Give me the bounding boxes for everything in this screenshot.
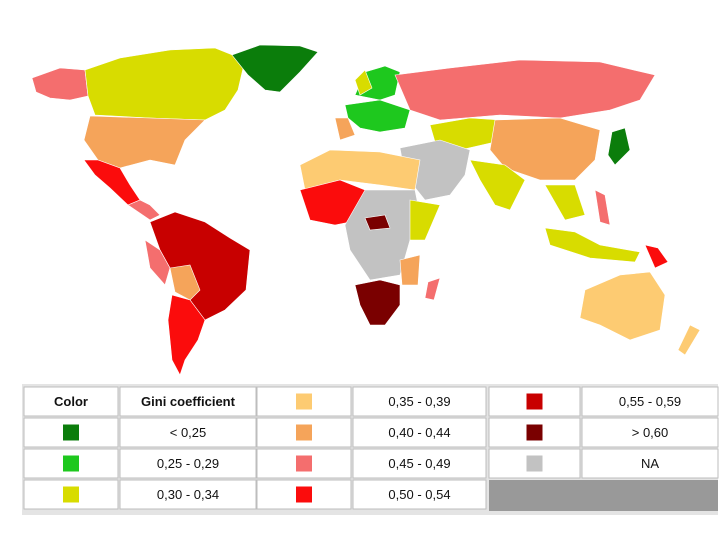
region [344, 189, 421, 281]
cell [352, 417, 487, 448]
region [144, 239, 171, 286]
region [644, 244, 669, 269]
region [344, 99, 411, 133]
range-label: 0,25 - 0,29 [157, 456, 219, 471]
region [677, 324, 701, 356]
swatch [526, 393, 543, 410]
region [489, 117, 601, 181]
header-range: Gini coefficient [141, 394, 236, 409]
region [83, 159, 141, 206]
region [354, 279, 401, 326]
cell [581, 417, 719, 448]
swatch [296, 486, 312, 503]
region [167, 294, 206, 376]
swatch [526, 424, 543, 441]
swatch [526, 455, 543, 472]
region [469, 159, 526, 211]
region [424, 277, 441, 301]
region [83, 115, 206, 169]
region [364, 214, 391, 231]
region [334, 117, 356, 141]
cell [581, 386, 719, 417]
swatch [296, 393, 312, 410]
cell [119, 417, 257, 448]
cell [488, 417, 581, 448]
region [394, 59, 656, 121]
cell [581, 448, 719, 479]
range-label: 0,50 - 0,54 [388, 487, 450, 502]
swatch [296, 455, 312, 472]
region [579, 271, 666, 341]
region [399, 254, 421, 286]
range-label: 0,30 - 0,34 [157, 487, 219, 502]
header-color: Color [54, 394, 88, 409]
cell [352, 479, 487, 510]
region [607, 127, 631, 166]
region [31, 67, 89, 101]
swatch [63, 424, 79, 441]
cell [119, 386, 257, 417]
swatch [63, 486, 79, 503]
cell [352, 386, 487, 417]
region [544, 227, 641, 263]
region [231, 44, 319, 93]
region [127, 199, 161, 221]
cell [119, 479, 257, 510]
region [409, 199, 441, 241]
swatch [296, 424, 312, 441]
region [544, 184, 586, 221]
region [84, 47, 246, 121]
swatch [63, 455, 79, 472]
empty-cell [489, 480, 718, 511]
world-map [31, 44, 701, 376]
range-label: 0,45 - 0,49 [388, 456, 450, 471]
range-label: > 0,60 [632, 425, 669, 440]
cell [119, 448, 257, 479]
range-label: NA [641, 456, 659, 471]
cell [352, 448, 487, 479]
range-label: < 0,25 [170, 425, 207, 440]
region [169, 264, 201, 301]
legend: Color Gini coefficient < 0,25 0,25 - 0,29 0,… [22, 384, 719, 515]
region [354, 69, 373, 96]
range-label: 0,55 - 0,59 [619, 394, 681, 409]
range-label: 0,40 - 0,44 [388, 425, 450, 440]
region [594, 189, 611, 226]
range-label: 0,35 - 0,39 [388, 394, 450, 409]
cell [23, 386, 119, 417]
